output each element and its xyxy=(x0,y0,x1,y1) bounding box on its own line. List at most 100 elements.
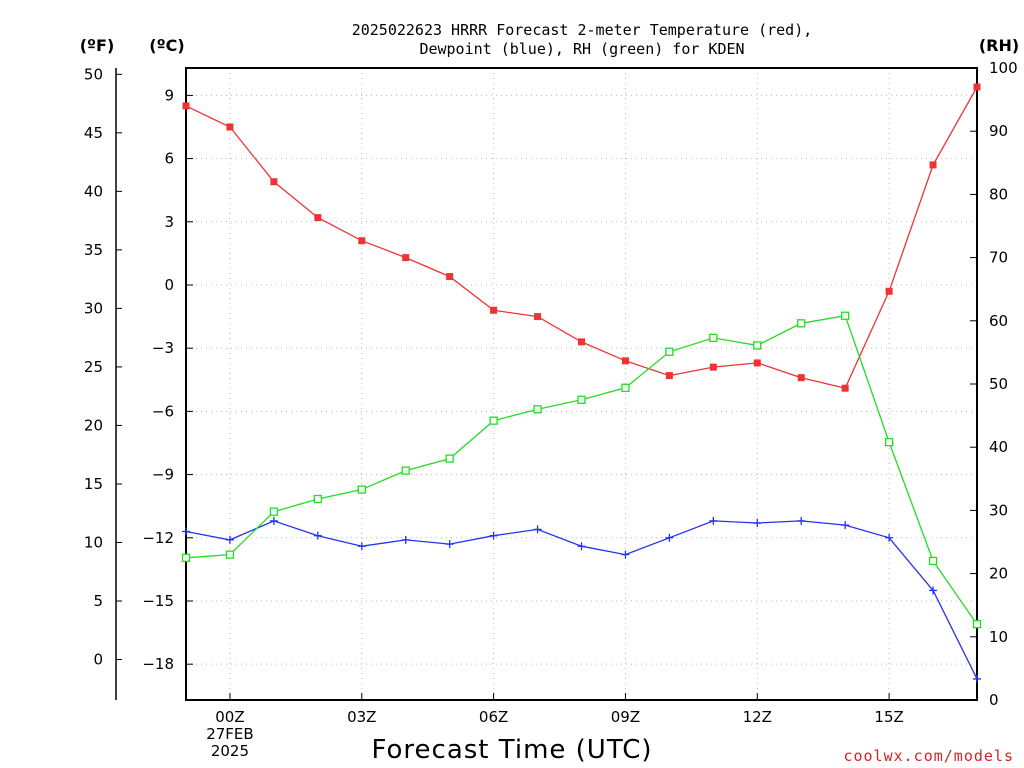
rh-tick-label: 100 xyxy=(989,59,1018,77)
fahrenheit-tick-label: 25 xyxy=(84,358,103,376)
series-point xyxy=(929,161,937,169)
series-point xyxy=(489,416,498,425)
series-point xyxy=(665,533,674,542)
celsius-tick-label: 0 xyxy=(164,276,174,294)
celsius-tick-label: 3 xyxy=(164,213,174,231)
series-point xyxy=(621,357,629,365)
chart-title-line-2: Dewpoint (blue), RH (green) for KDEN xyxy=(419,40,744,58)
series-point xyxy=(225,535,234,544)
celsius-tick-label: 6 xyxy=(164,150,174,168)
series-point xyxy=(534,313,542,321)
x-tick-label: 00Z xyxy=(215,708,244,726)
series-point xyxy=(269,516,278,525)
chart-title-line-1: 2025022623 HRRR Forecast 2-meter Tempera… xyxy=(352,21,813,39)
series-point xyxy=(841,521,850,530)
series-point xyxy=(885,287,893,295)
series-point xyxy=(314,214,322,222)
series-point xyxy=(270,178,278,186)
celsius-unit-label: (ºC) xyxy=(149,36,184,55)
celsius-tick-label: −3 xyxy=(152,339,174,357)
rh-tick-label: 10 xyxy=(989,628,1008,646)
rh-unit-label: (RH) xyxy=(979,36,1019,55)
plot-frame xyxy=(185,67,978,701)
series-point xyxy=(182,527,190,536)
series-point xyxy=(884,437,894,447)
series-point xyxy=(181,553,191,562)
x-tick-label: 06Z xyxy=(479,708,508,726)
celsius-tick-label: −9 xyxy=(152,466,174,484)
series-point xyxy=(577,542,586,551)
celsius-tick-label: −15 xyxy=(142,592,174,610)
series-point xyxy=(533,525,542,534)
x-tick-label: 12Z xyxy=(743,708,772,726)
series-point xyxy=(753,341,762,350)
fahrenheit-tick-label: 20 xyxy=(84,416,103,434)
series-point xyxy=(533,405,542,414)
series-point xyxy=(841,311,850,320)
rh-tick-label: 40 xyxy=(989,438,1008,456)
series-point xyxy=(313,494,322,504)
series-point xyxy=(797,516,806,525)
series-point xyxy=(621,550,630,559)
series-point xyxy=(841,384,849,392)
axes: 9630−3−6−9−12−15−18504540353025201510501… xyxy=(84,59,1018,760)
fahrenheit-tick-label: 40 xyxy=(84,182,103,200)
series-point xyxy=(445,454,454,463)
series-point xyxy=(401,535,410,544)
credit-text: coolwx.com/models xyxy=(843,747,1014,765)
rh-tick-label: 20 xyxy=(989,565,1008,583)
series-point xyxy=(357,542,366,551)
series-point xyxy=(401,466,410,475)
fahrenheit-tick-label: 30 xyxy=(84,299,103,317)
series-point xyxy=(621,383,630,392)
fahrenheit-tick-label: 35 xyxy=(84,241,103,259)
fahrenheit-tick-label: 45 xyxy=(84,124,103,142)
rh-tick-label: 30 xyxy=(989,501,1008,519)
series-point xyxy=(446,273,454,281)
series-point xyxy=(358,237,366,245)
series-line xyxy=(185,314,978,625)
series-point xyxy=(753,359,761,367)
x-tick-label: 27FEB xyxy=(206,725,253,743)
series-point xyxy=(797,374,805,382)
series-point xyxy=(797,319,806,328)
celsius-tick-label: −12 xyxy=(142,529,174,547)
fahrenheit-unit-label: (ºF) xyxy=(80,36,115,55)
series-point xyxy=(357,485,366,494)
celsius-tick-label: −18 xyxy=(142,655,174,673)
series-point xyxy=(709,333,718,343)
series-point xyxy=(226,123,234,131)
series-point xyxy=(225,550,235,559)
series-point xyxy=(709,516,718,525)
celsius-tick-label: −6 xyxy=(152,402,174,420)
fahrenheit-tick-label: 5 xyxy=(93,592,103,610)
series-point xyxy=(753,519,762,528)
x-axis-title: Forecast Time (UTC) xyxy=(371,735,652,765)
fahrenheit-tick-label: 15 xyxy=(84,475,103,493)
rh-tick-label: 70 xyxy=(989,249,1008,267)
series-point xyxy=(885,533,894,542)
x-tick-label: 09Z xyxy=(611,708,640,726)
celsius-tick-label: 9 xyxy=(164,86,174,104)
x-tick-label: 2025 xyxy=(211,742,249,760)
grid xyxy=(186,68,977,700)
series-point xyxy=(313,531,322,540)
rh-tick-label: 90 xyxy=(989,122,1008,140)
series-point xyxy=(973,83,981,91)
series-point xyxy=(665,347,674,356)
series-point xyxy=(577,395,586,404)
series-point xyxy=(665,372,673,380)
fahrenheit-tick-label: 50 xyxy=(84,65,103,83)
series-point xyxy=(709,363,717,371)
series-point xyxy=(445,540,454,549)
series-point xyxy=(489,531,498,540)
rh-tick-label: 60 xyxy=(989,312,1008,330)
series-point xyxy=(928,556,938,566)
series-point xyxy=(402,254,410,262)
series-point xyxy=(929,586,938,595)
fahrenheit-tick-label: 10 xyxy=(84,533,103,551)
series-point xyxy=(269,507,279,516)
series-point xyxy=(578,338,585,346)
x-tick-label: 03Z xyxy=(347,708,376,726)
fahrenheit-tick-label: 0 xyxy=(93,651,103,669)
